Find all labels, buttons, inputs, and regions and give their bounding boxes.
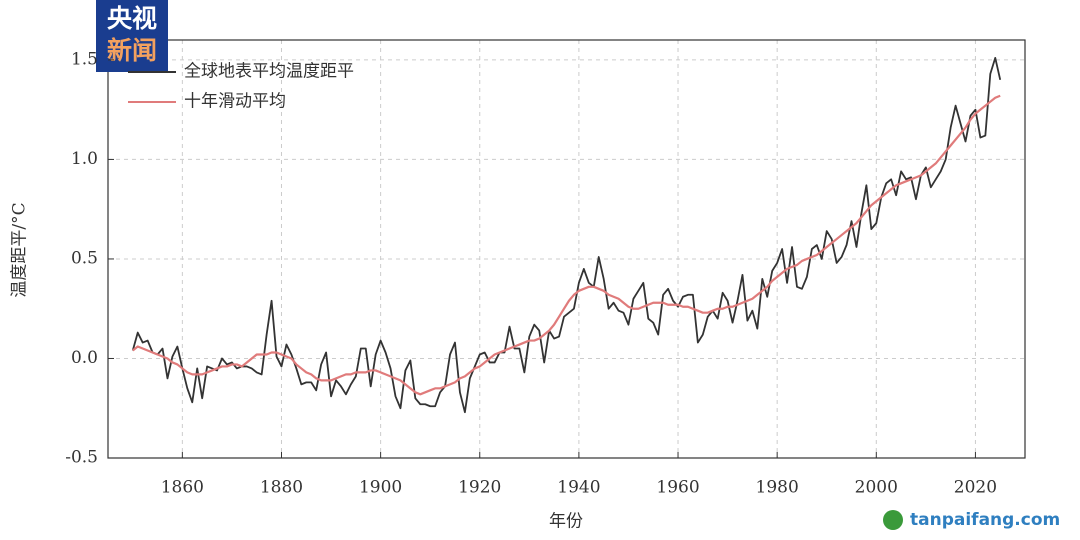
y-tick-label: 0.5 bbox=[71, 248, 98, 268]
x-tick-label: 1940 bbox=[557, 478, 600, 498]
y-axis-label: 温度距平/°C bbox=[10, 202, 30, 297]
y-tick-label: -0.5 bbox=[65, 448, 98, 468]
legend-label: 全球地表平均温度距平 bbox=[184, 62, 354, 82]
x-tick-label: 1880 bbox=[260, 478, 303, 498]
x-tick-label: 1900 bbox=[359, 478, 402, 498]
x-axis-label: 年份 bbox=[549, 512, 583, 532]
data-line bbox=[132, 94, 1001, 396]
logo-text: 央视 bbox=[107, 4, 157, 33]
logo: 央视 新闻 bbox=[96, 0, 168, 72]
y-tick-label: 0.0 bbox=[71, 348, 98, 368]
watermark-text: tanpaifang.com bbox=[910, 510, 1060, 530]
y-tick-label: 1.0 bbox=[71, 149, 98, 169]
y-tick-label: 1.5 bbox=[71, 49, 98, 69]
x-tick-label: 1920 bbox=[458, 478, 501, 498]
watermark-icon bbox=[883, 510, 903, 530]
x-tick-label: 1960 bbox=[656, 478, 699, 498]
x-tick-label: 2020 bbox=[954, 478, 997, 498]
watermark: tanpaifang.com bbox=[883, 510, 1060, 530]
x-tick-label: 1860 bbox=[161, 478, 204, 498]
legend-label: 十年滑动平均 bbox=[184, 92, 286, 112]
x-tick-label: 2000 bbox=[855, 478, 898, 498]
x-tick-label: 1980 bbox=[756, 478, 799, 498]
data-line bbox=[131, 57, 1002, 414]
plot-frame bbox=[107, 39, 1026, 459]
logo-text: 新闻 bbox=[107, 36, 157, 65]
